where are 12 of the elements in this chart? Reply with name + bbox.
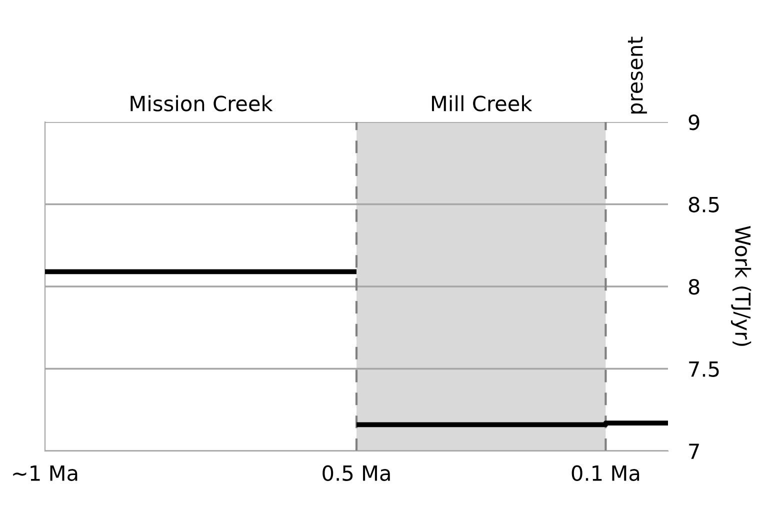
y-tick-label: 9 — [688, 114, 700, 130]
y-tick-label: 8 — [688, 278, 700, 295]
y-axis-title: Work (TJ/yr) — [730, 226, 752, 346]
y-tick-label: 7.5 — [689, 361, 719, 377]
text: Mission Creek — [130, 95, 273, 112]
x-tick-label: 0.5 Ma — [322, 465, 390, 482]
x-tick-label: ~1 Ma — [13, 466, 78, 482]
x-tick-label: 0.1 Ma — [572, 465, 640, 482]
text: present — [628, 36, 647, 114]
y-tick-label: 7 — [689, 444, 699, 459]
band-label: Mill Creek — [432, 95, 532, 112]
y-tick-label: 8.5 — [688, 196, 719, 212]
